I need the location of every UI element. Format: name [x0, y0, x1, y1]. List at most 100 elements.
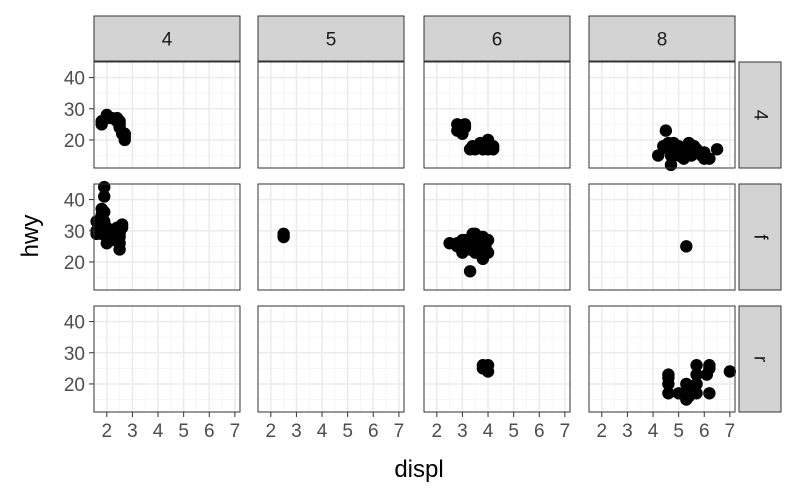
x-tick-label: 6	[368, 421, 379, 442]
data-point	[690, 359, 703, 372]
y-tick-label: 30	[64, 344, 85, 365]
data-point	[680, 240, 693, 253]
data-point	[463, 265, 477, 278]
x-tick-label: 4	[317, 421, 328, 442]
x-tick-label: 4	[483, 421, 494, 442]
row-strip-f	[738, 183, 782, 291]
data-point	[277, 227, 290, 241]
x-tick-label: 5	[508, 421, 519, 442]
col-strip-label: 8	[657, 30, 668, 51]
panel-r-6	[424, 306, 570, 412]
x-tick-label: 3	[127, 421, 138, 442]
x-tick-label: 2	[432, 421, 443, 442]
x-tick-label: 7	[394, 421, 405, 442]
x-tick-label: 2	[102, 421, 113, 442]
panel-border	[423, 305, 571, 413]
data-point	[115, 221, 129, 234]
data-point	[690, 377, 703, 391]
panel-background	[258, 62, 404, 168]
data-point	[486, 139, 500, 153]
x-tick-label: 3	[622, 421, 633, 442]
panel-border	[588, 61, 736, 169]
panel-f-8	[589, 184, 735, 290]
panel-r-5	[258, 306, 404, 412]
y-tick-label: 30	[64, 222, 85, 243]
facet-panels	[90, 61, 737, 413]
data-point	[481, 359, 495, 372]
panel-border	[423, 61, 571, 169]
x-tick-label: 2	[266, 421, 277, 442]
x-tick-label: 5	[342, 421, 353, 442]
panel-background	[424, 306, 570, 412]
col-strip-label: 6	[492, 30, 503, 51]
facet-strips: 4 5 6 8 4 f r	[93, 15, 782, 413]
x-tick-label: 3	[291, 421, 302, 442]
data-point	[723, 365, 737, 378]
y-tick-label: 40	[64, 191, 85, 212]
panel-border	[257, 183, 405, 291]
data-point	[481, 246, 495, 259]
row-strip-r	[738, 305, 782, 413]
panel-background	[94, 306, 240, 412]
data-point	[703, 152, 716, 165]
row-strip-label: r	[750, 356, 771, 363]
panel-4-5	[258, 62, 404, 168]
data-point	[659, 124, 673, 137]
y-tick-label: 20	[64, 131, 85, 152]
data-point	[662, 368, 675, 381]
data-point	[690, 387, 703, 400]
x-tick-label: 7	[725, 421, 736, 442]
data-point	[703, 362, 716, 375]
data-point	[98, 205, 111, 219]
panel-background	[424, 184, 570, 290]
y-tick-label: 30	[64, 100, 85, 121]
panel-border	[423, 183, 571, 291]
col-strip-4	[93, 15, 241, 62]
panel-border	[93, 183, 241, 291]
col-strip-8	[588, 15, 736, 62]
row-strip-label: 4	[750, 110, 771, 121]
data-point	[458, 121, 472, 134]
x-tick-label: 6	[699, 421, 710, 442]
y-axis-title: hwy	[17, 215, 44, 258]
panel-border	[93, 61, 241, 169]
x-tick-label: 5	[178, 421, 189, 442]
panel-background	[258, 306, 404, 412]
x-tick-label: 6	[204, 421, 215, 442]
y-tick-label: 40	[64, 313, 85, 334]
data-point	[703, 387, 716, 400]
col-strip-6	[423, 15, 571, 62]
x-tick-label: 4	[153, 421, 164, 442]
x-tick-label: 4	[648, 421, 659, 442]
row-strip-label: f	[750, 234, 771, 240]
panel-border	[588, 183, 736, 291]
data-point	[113, 115, 126, 128]
x-tick-label: 3	[457, 421, 468, 442]
x-tick-label: 5	[673, 421, 684, 442]
row-strip-4	[738, 61, 782, 169]
x-tick-label: 7	[230, 421, 241, 442]
data-point	[651, 149, 665, 162]
data-point	[690, 368, 703, 381]
x-tick-label: 7	[560, 421, 571, 442]
panel-border	[93, 305, 241, 413]
data-point	[662, 387, 675, 400]
panel-f-6	[424, 184, 570, 290]
panel-border	[257, 305, 405, 413]
panel-border	[257, 61, 405, 169]
col-strip-5	[257, 15, 405, 62]
panel-border	[588, 305, 736, 413]
panel-r-4	[94, 306, 240, 412]
x-tick-label: 2	[597, 421, 608, 442]
data-point	[710, 143, 724, 156]
y-tick-label: 20	[64, 253, 85, 274]
col-strip-label: 4	[162, 30, 173, 51]
col-strip-label: 5	[326, 30, 337, 51]
data-point	[118, 127, 131, 140]
data-point	[98, 190, 111, 203]
x-axis-title: displ	[394, 456, 443, 483]
data-point	[481, 233, 495, 247]
y-tick-label: 20	[64, 375, 85, 396]
